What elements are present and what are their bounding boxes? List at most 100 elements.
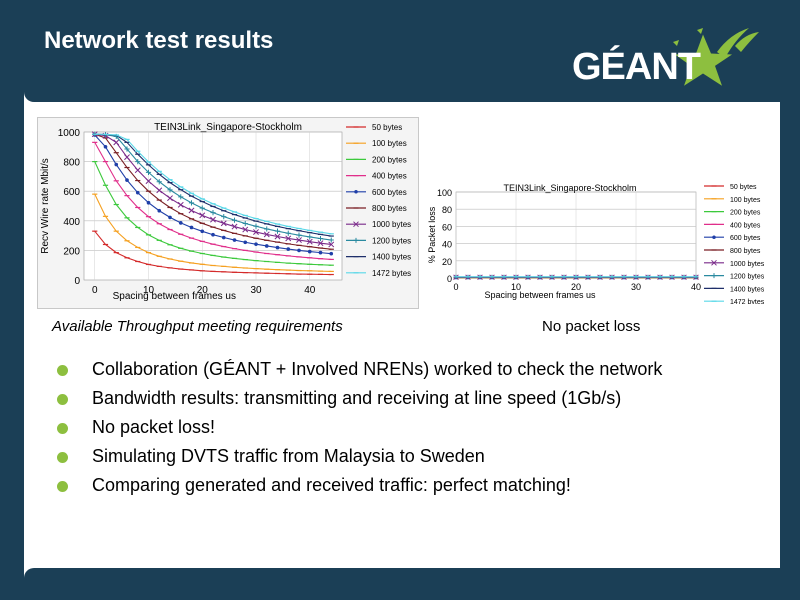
series-200-bytes <box>92 161 334 266</box>
legend-entry: 1000 bytes <box>346 220 411 229</box>
throughput-chart: 0 200 400 600 800 1000 0 10 20 30 40 TEIN3Link_Sing… <box>37 117 419 309</box>
data-point <box>211 232 215 237</box>
legend-label: 1400 bytes <box>372 253 411 262</box>
data-point <box>354 190 358 194</box>
y-tick-label: 60 <box>442 222 452 232</box>
data-point <box>135 159 141 165</box>
data-point <box>711 259 717 266</box>
y-tick-label: 0 <box>74 276 80 287</box>
data-point <box>167 187 173 193</box>
page-title: Network test results <box>44 27 274 54</box>
legend-entry: 1400 bytes <box>704 286 765 293</box>
y-tick-label: 200 <box>63 246 80 257</box>
x-tick-label: 40 <box>304 285 316 296</box>
legend-label: 400 bytes <box>372 172 407 181</box>
data-point <box>114 162 119 167</box>
y-tick-label: 0 <box>447 274 452 284</box>
series-1400-bytes <box>92 133 334 237</box>
data-point <box>253 223 259 229</box>
legend-entry: 600 bytes <box>346 188 407 197</box>
legend-entry: 400 bytes <box>346 172 407 181</box>
legend-entry: 50 bytes <box>346 123 402 132</box>
data-point <box>210 216 216 223</box>
bullet-item: Bandwidth results: transmitting and rece… <box>56 384 662 413</box>
bullet-icon <box>57 452 68 463</box>
data-point <box>242 226 249 233</box>
data-point <box>317 235 324 242</box>
data-point <box>178 194 184 200</box>
data-point <box>178 221 183 225</box>
y-tick-label: 800 <box>63 158 80 169</box>
data-point <box>263 231 270 238</box>
x-axis-label: Spacing between frames us <box>113 291 236 302</box>
legend-label: 50 bytes <box>730 184 757 191</box>
data-point <box>285 235 292 242</box>
footer-bar <box>24 568 780 600</box>
x-tick-label: 40 <box>691 282 701 292</box>
data-point <box>317 240 324 247</box>
series-400-bytes <box>92 141 334 261</box>
bullet-icon <box>57 423 68 434</box>
legend-entry: 600 bytes <box>704 235 761 242</box>
data-point <box>221 235 226 240</box>
throughput-chart-svg: 0 200 400 600 800 1000 0 10 20 30 40 TEIN3Link_Sing… <box>40 122 411 302</box>
data-point <box>125 178 129 182</box>
y-tick-label: 100 <box>437 188 452 198</box>
x-tick-label: 0 <box>453 282 458 292</box>
geant-logo: GÉANT <box>545 20 765 95</box>
legend-entry: 50 bytes <box>704 184 757 191</box>
data-point <box>329 251 334 256</box>
y-tick-label: 20 <box>442 257 452 267</box>
legend-entry: 1200 bytes <box>704 273 765 281</box>
legend-entry: 800 bytes <box>704 248 761 255</box>
legend-entry: 1472 bytes <box>346 269 411 278</box>
data-point <box>146 200 151 205</box>
data-point <box>264 226 270 232</box>
data-point <box>156 179 162 185</box>
legend-label: 1200 bytes <box>730 274 765 281</box>
legend-label: 100 bytes <box>372 139 407 148</box>
legend-label: 600 bytes <box>372 188 407 197</box>
caption-throughput: Available Throughput meeting requirement… <box>52 318 343 335</box>
logo-text: GÉANT <box>572 46 701 88</box>
x-tick-label: 10 <box>511 282 521 292</box>
data-point <box>285 230 291 236</box>
legend-label: 400 bytes <box>730 222 761 229</box>
legend-label: 1472 bytes <box>372 269 411 278</box>
data-point <box>254 242 258 247</box>
x-tick-label: 20 <box>571 282 581 292</box>
series-800-bytes <box>92 133 334 250</box>
bullet-item: Comparing generated and received traffic… <box>56 471 662 500</box>
bullet-item: Simulating DVTS traffic from Malaysia to… <box>56 442 662 471</box>
bullet-text: Collaboration (GÉANT + Involved NRENs) w… <box>92 359 663 379</box>
data-point <box>157 208 162 213</box>
series-50-bytes <box>92 230 334 276</box>
data-point <box>275 245 280 250</box>
data-point <box>145 178 152 185</box>
data-point <box>177 201 184 208</box>
y-axis-label: % Packet loss <box>428 206 437 263</box>
footer-tagline: connect • communicate • collaborate <box>566 544 744 556</box>
data-point <box>353 221 359 228</box>
data-point <box>307 249 312 254</box>
data-point <box>306 238 313 245</box>
bullet-text: Comparing generated and received traffic… <box>92 475 571 495</box>
legend-entry: 800 bytes <box>346 204 407 213</box>
data-point <box>297 248 301 253</box>
x-axis-label: Spacing between frames us <box>484 290 596 300</box>
data-point <box>231 223 238 230</box>
bullet-text: Simulating DVTS traffic from Malaysia to… <box>92 446 485 466</box>
legend-entry: 1200 bytes <box>346 236 411 245</box>
data-point <box>135 190 140 195</box>
data-point <box>188 200 195 206</box>
bullet-item: Collaboration (GÉANT + Involved NRENs) w… <box>56 355 662 384</box>
x-tick-label: 30 <box>631 282 641 292</box>
data-point <box>328 237 334 243</box>
data-point <box>232 238 237 242</box>
y-tick-label: 1000 <box>58 128 81 139</box>
data-point <box>103 144 108 149</box>
data-point <box>307 234 313 240</box>
legend-entry: 1472 bytes <box>704 299 765 306</box>
series-1200-bytes <box>92 131 334 243</box>
legend-label: 200 bytes <box>730 210 761 217</box>
